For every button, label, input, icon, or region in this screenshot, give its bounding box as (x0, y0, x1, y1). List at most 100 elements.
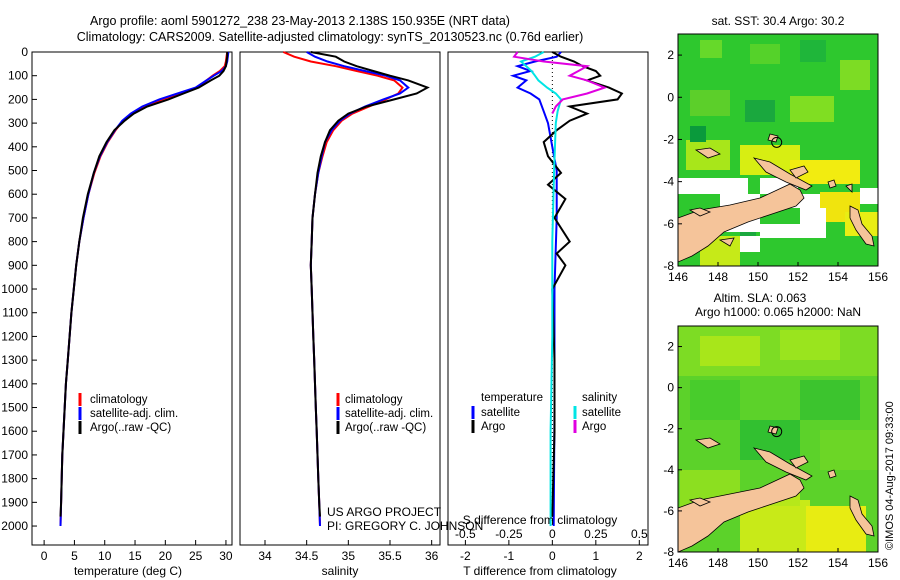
legend-argo-label: Argo(..raw -QC) (90, 422, 171, 434)
salinity-plot-frame (239, 51, 441, 546)
temperature-axis-label: temperature (deg C) (74, 564, 182, 578)
sla-map-ytick-label: 0 (667, 381, 674, 395)
sla-map-title-line2: Argo h1000: 0.065 h2000: NaN (695, 305, 861, 319)
t-difference-axis-label: T difference from climatology (463, 564, 617, 578)
legend-satellite-label: satellite-adj. clim. (345, 408, 433, 420)
sst-map-xtick-label: 156 (868, 270, 888, 284)
sla-map-frame (677, 325, 879, 553)
sst-map-ytick-label: -8 (663, 259, 674, 273)
t-difference-xtick-label: -1 (504, 549, 515, 563)
legend-temperature-title: temperature (481, 392, 543, 404)
depth-ytick-label: 800 (8, 235, 28, 249)
legend-s-argo-label: Argo (582, 421, 606, 433)
sst-map-title: sat. SST: 30.4 Argo: 30.2 (712, 14, 845, 28)
legend-t-argo-label: Argo (481, 421, 505, 433)
sla-land (678, 425, 875, 552)
depth-ytick-label: 200 (8, 92, 28, 106)
salinity-axis-label: salinity (322, 564, 359, 578)
series-line-satellite-adj-clim (306, 51, 410, 527)
series-line-s-argo (512, 51, 608, 115)
salinity-xtick-label: 35.5 (378, 549, 402, 563)
salinity-xtick-label: 35 (342, 549, 356, 563)
project-annotation: US ARGO PROJECT (327, 505, 442, 519)
legend-climatology-label: climatology (90, 394, 148, 406)
sla-map-xtick-label: 156 (868, 556, 888, 570)
temperature-panel: 0100200300400500600700800900100011001200… (1, 45, 233, 578)
sst-map-panel: sat. SST: 30.4 Argo: 30.2 (663, 14, 888, 284)
t-difference-xtick-label: -2 (460, 549, 471, 563)
sst-map-xtick-label: 148 (708, 270, 728, 284)
sst-map-xtick-label: 152 (788, 270, 808, 284)
s-difference-tick-label: -0.5 (455, 527, 476, 541)
depth-ytick-label: 1200 (1, 329, 28, 343)
depth-ytick-label: 500 (8, 164, 28, 178)
series-line-t-argo (542, 51, 624, 517)
legend-salinity-title: salinity (582, 392, 617, 404)
sst-map-xtick-label: 150 (748, 270, 768, 284)
pi-annotation: PI: GREGORY C. JOHNSON (327, 519, 483, 533)
sla-map-ytick-label: -8 (663, 545, 674, 559)
sst-profile-location-marker (771, 136, 783, 148)
depth-ytick-label: 100 (8, 69, 28, 83)
legend-s-satellite-label: satellite (582, 407, 621, 419)
figure-title-line2: Climatology: CARS2009. Satellite-adjuste… (77, 30, 584, 44)
s-difference-tick-label: 0.5 (631, 527, 648, 541)
depth-ytick-label: 300 (8, 116, 28, 130)
depth-ytick-label: 400 (8, 140, 28, 154)
difference-panel: -2 -1 0 1 2 -0.5 -0.25 0 0.25 0.5 T difference f… (447, 51, 649, 578)
depth-ytick-label: 1900 (1, 495, 28, 509)
sla-map-xtick-label: 152 (788, 556, 808, 570)
s-difference-axis-label: S difference from climatology (463, 513, 618, 527)
salinity-xtick-label: 34 (258, 549, 272, 563)
sst-map-ytick-label: -4 (663, 175, 674, 189)
difference-plot-frame (447, 51, 649, 546)
sla-map-panel: Altim. SLA: 0.063 Argo h1000: 0.065 h200… (663, 291, 888, 570)
sst-map-xtick-label: 146 (668, 270, 688, 284)
depth-ytick-label: 1800 (1, 472, 28, 486)
sst-map-frame (677, 33, 879, 267)
depth-ytick-label: 700 (8, 211, 28, 225)
sla-map-xtick-label: 150 (748, 556, 768, 570)
salinity-xtick-label: 34.5 (295, 549, 319, 563)
depth-ytick-label: 0 (21, 45, 28, 59)
sst-map-xtick-label: 154 (828, 270, 848, 284)
salinity-panel: 34 34.5 35 35.5 36 salinity climatology sate… (239, 51, 483, 578)
sla-profile-location-marker (771, 426, 783, 438)
series-line-t-satellite (509, 51, 562, 527)
sla-map-ytick-label: -6 (663, 504, 674, 518)
legend-t-satellite-label: satellite (481, 407, 520, 419)
series-line-climatology (282, 51, 404, 527)
sst-land (678, 133, 875, 263)
temperature-xtick-label: 5 (71, 549, 78, 563)
temperature-xtick-label: 30 (219, 549, 233, 563)
figure-title-line1: Argo profile: aoml 5901272_238 23-May-20… (90, 14, 510, 28)
imos-timestamp: ©IMOS 04-Aug-2017 09:33:00 (884, 401, 896, 550)
s-difference-tick-label: -0.25 (495, 527, 523, 541)
sla-map-ytick-label: -4 (663, 463, 674, 477)
temperature-xtick-label: 25 (189, 549, 203, 563)
depth-ytick-label: 900 (8, 258, 28, 272)
sla-map-ytick-label: 2 (667, 340, 674, 354)
temperature-xtick-label: 20 (159, 549, 173, 563)
temperature-xtick-label: 15 (128, 549, 142, 563)
series-line-argo-raw-qc (59, 52, 229, 517)
series-line-climatology (59, 51, 229, 527)
depth-ytick-label: 1100 (2, 306, 28, 320)
sla-map-xtick-label: 146 (668, 556, 688, 570)
sla-map-xtick-label: 148 (708, 556, 728, 570)
depth-ytick-label: 1400 (1, 377, 28, 391)
sla-map-xtick-label: 154 (828, 556, 848, 570)
legend-climatology-label: climatology (345, 394, 403, 406)
sst-map-ytick-label: -6 (663, 217, 674, 231)
depth-ytick-label: 1000 (1, 282, 28, 296)
legend-satellite-label: satellite-adj. clim. (90, 408, 178, 420)
difference-legend: temperature salinity satellite Argo sate… (471, 392, 621, 433)
temperature-xtick-label: 0 (41, 549, 48, 563)
temperature-xtick-label: 10 (98, 549, 112, 563)
depth-ytick-label: 1300 (1, 353, 28, 367)
t-difference-xtick-label: 2 (636, 549, 643, 563)
depth-ytick-label: 1600 (1, 424, 28, 438)
t-difference-xtick-label: 1 (592, 549, 599, 563)
depth-ytick-label: 1500 (1, 401, 28, 415)
